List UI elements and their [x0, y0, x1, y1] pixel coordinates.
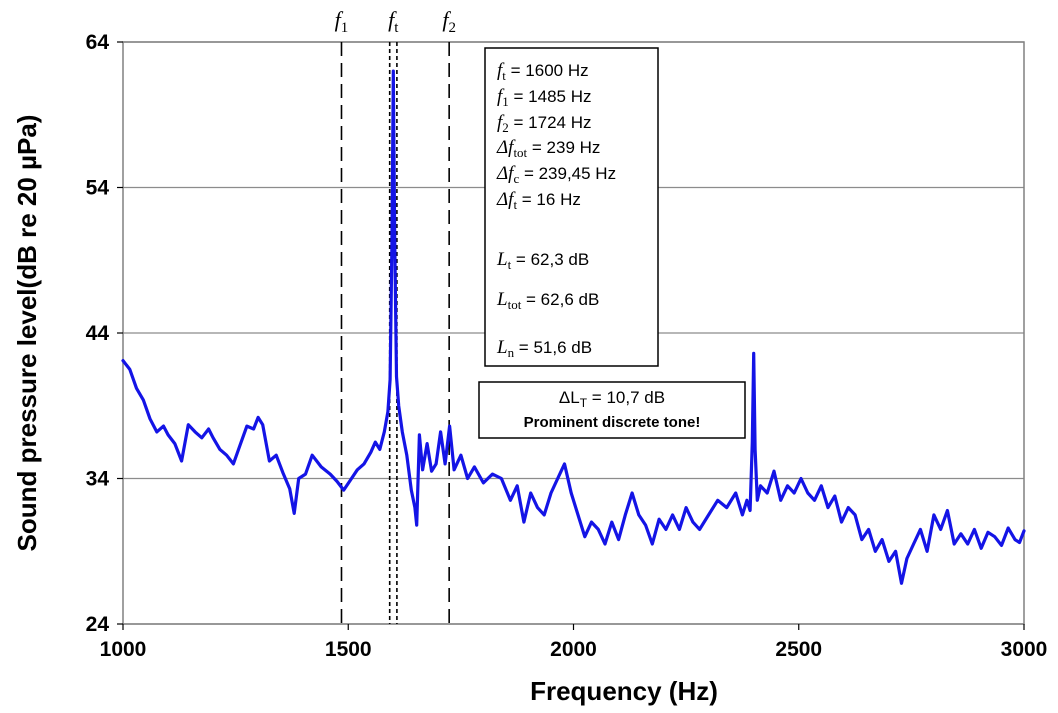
info-box-line: Δftot = 239 Hz: [496, 137, 600, 160]
info-box-line: ft = 1600 Hz: [497, 60, 589, 83]
y-tick-label: 24: [86, 613, 110, 636]
x-tick-label: 3000: [1001, 638, 1048, 661]
axis-ticks: 24 34 44 54 64 1000 1500 2000 2500 3000: [86, 31, 1048, 661]
x-axis-label: Frequency (Hz): [530, 676, 718, 706]
y-axis-label: Sound pressure level(dB re 20 µPa): [12, 115, 42, 552]
info-box: ft = 1600 Hz f1 = 1485 Hz f2 = 1724 HzΔfto…: [484, 47, 659, 367]
tone-box-delta: ΔLT = 10,7 dB: [559, 388, 665, 410]
frequency-marker-label: ft: [388, 7, 399, 36]
x-tick-label: 1000: [100, 638, 147, 661]
info-box-frame: [484, 47, 659, 367]
info-box-lines: ft = 1600 Hz f1 = 1485 Hz f2 = 1724 HzΔfto…: [496, 60, 616, 360]
frequency-marker-label: f1: [335, 7, 349, 36]
y-tick-label: 54: [86, 177, 110, 200]
x-tick-label: 2500: [775, 638, 822, 661]
y-tick-label: 34: [86, 468, 110, 491]
tone-box-verdict: Prominent discrete tone!: [524, 414, 701, 431]
info-box-line: Ltot = 62,6 dB: [496, 289, 599, 312]
tone-box-frame: [478, 381, 746, 439]
info-box-line: f1 = 1485 Hz: [497, 86, 591, 109]
spectrum-line: [121, 69, 1026, 585]
x-tick-label: 1500: [325, 638, 372, 661]
y-tick-label: 44: [86, 322, 110, 345]
info-box-line: f2 = 1724 Hz: [497, 112, 591, 135]
info-box-line: Δft = 16 Hz: [496, 189, 581, 212]
x-tick-label: 2000: [550, 638, 597, 661]
info-box-line: Ln = 51,6 dB: [496, 337, 592, 360]
info-box-line: Δfc = 239,45 Hz: [496, 163, 616, 186]
y-tick-label: 64: [86, 31, 110, 54]
info-box-line: Lt = 62,3 dB: [496, 249, 589, 272]
frequency-marker-label: f2: [442, 7, 456, 36]
tone-box: ΔLT = 10,7 dB Prominent discrete tone!: [478, 381, 746, 439]
